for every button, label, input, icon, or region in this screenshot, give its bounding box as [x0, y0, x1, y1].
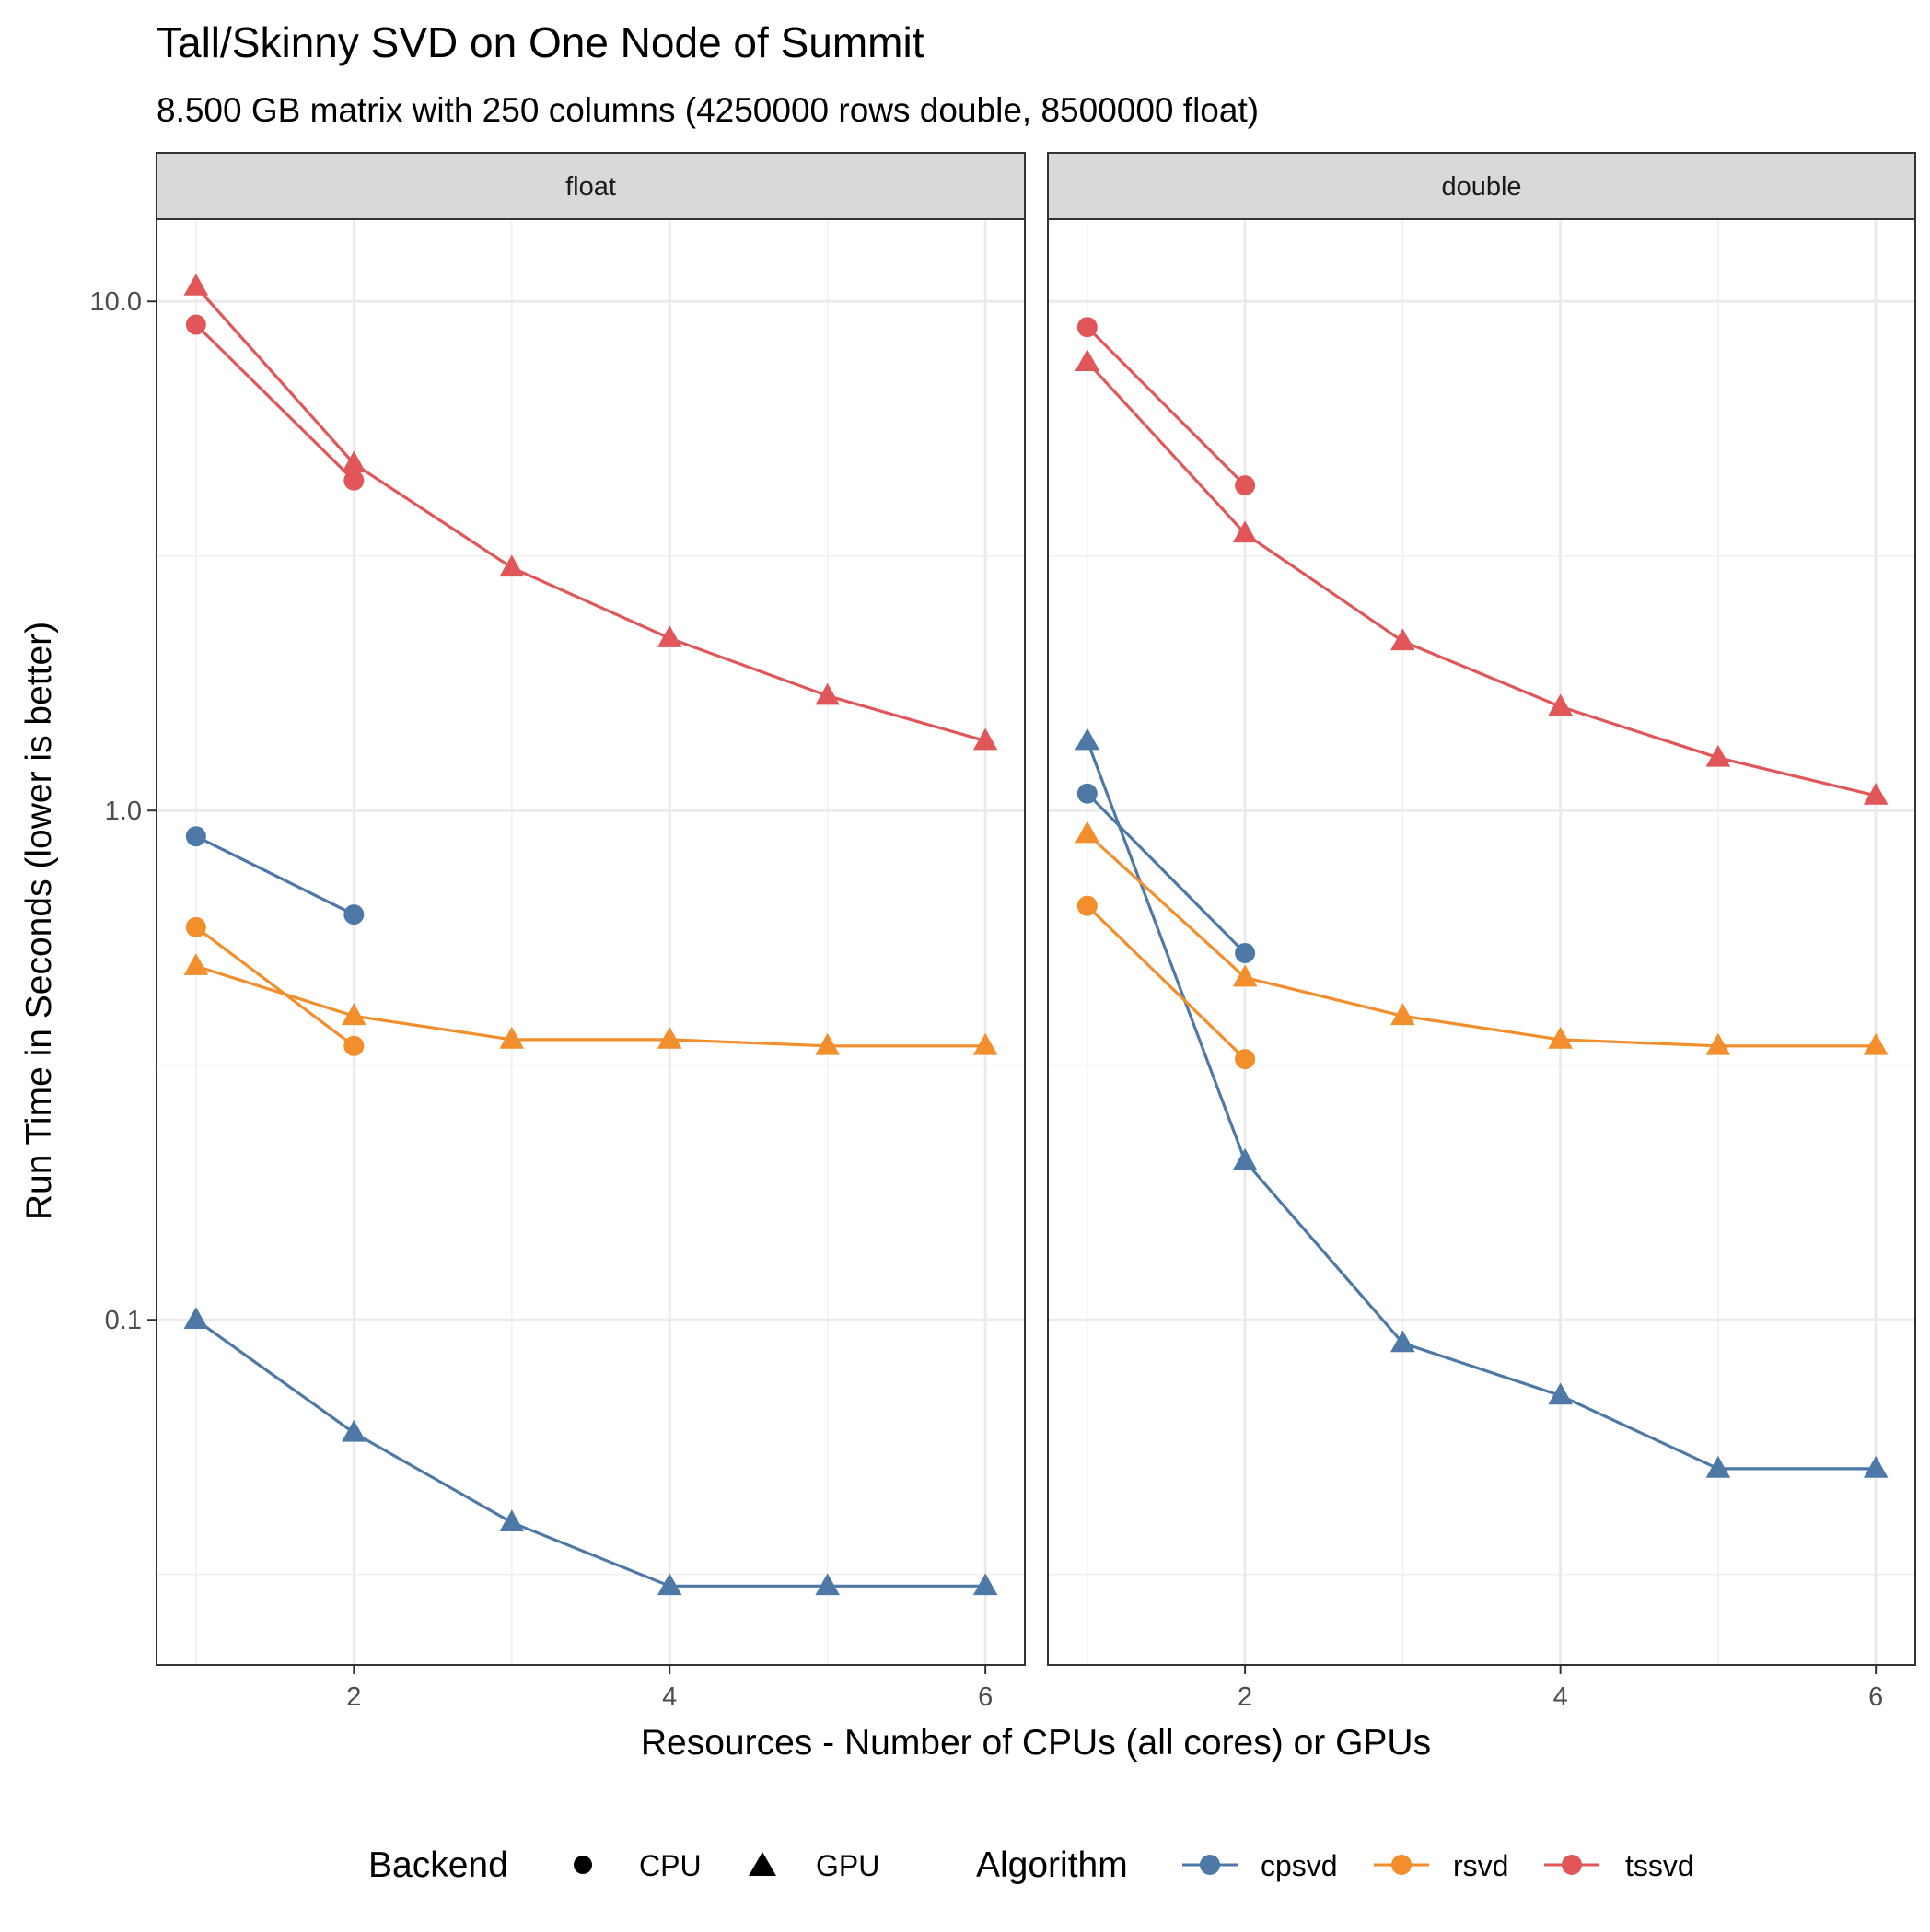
- panel-background: [157, 219, 1025, 1665]
- data-point-cpsvd-cpu: [343, 904, 365, 925]
- series-line-tssvd-cpu: [194, 323, 355, 482]
- data-point-cpsvd-gpu: [1390, 1330, 1415, 1353]
- series-line-tssvd-gpu: [1086, 361, 1877, 797]
- legend-tssvd-label: tssvd: [1625, 1849, 1694, 1882]
- data-point-cpsvd-gpu: [1075, 727, 1100, 751]
- data-point-tssvd-gpu: [342, 450, 366, 473]
- x-tick-label: 2: [346, 1682, 361, 1712]
- data-point-cpsvd-gpu: [815, 1573, 840, 1596]
- data-point-cpsvd-gpu: [1705, 1455, 1731, 1478]
- data-point-cpsvd-cpu: [185, 826, 206, 847]
- x-tick-label: 4: [662, 1682, 677, 1712]
- series-line-cpsvd-cpu: [195, 834, 355, 916]
- data-point-tssvd-cpu: [343, 470, 365, 491]
- data-point-cpsvd-gpu: [1232, 1147, 1258, 1170]
- series-line-rsvd-gpu: [195, 964, 986, 1048]
- data-point-tssvd-gpu: [1232, 520, 1258, 543]
- data-point-cpsvd-gpu: [972, 1573, 998, 1596]
- y-tick-label: 1.0: [105, 797, 142, 826]
- y-axis-title: Run Time in Seconds (lower is better): [19, 622, 59, 1220]
- y-axis: 0.1 1.0 10.0: [90, 287, 157, 1335]
- data-point-rsvd-gpu: [657, 1026, 682, 1049]
- data-point-rsvd-gpu: [499, 1026, 525, 1049]
- data-point-rsvd-gpu: [1232, 964, 1258, 987]
- x-tick-label: 6: [1868, 1682, 1883, 1712]
- data-point-rsvd-cpu: [1235, 1049, 1256, 1070]
- data-point-tssvd-gpu: [499, 554, 525, 577]
- legend-backend-title: Backend: [368, 1845, 508, 1885]
- x-tick-label: 6: [978, 1682, 993, 1712]
- data-point-cpsvd-cpu: [1076, 783, 1098, 804]
- series-line-cpsvd-gpu: [1086, 740, 1877, 1471]
- data-point-rsvd-gpu: [1863, 1032, 1889, 1055]
- data-point-tssvd-gpu: [815, 682, 840, 705]
- legend-cpsvd-dot-icon: [1200, 1855, 1220, 1875]
- data-point-tssvd-cpu: [1076, 317, 1098, 338]
- facet-strip-label: double: [1441, 172, 1521, 202]
- legend-algorithm-title: Algorithm: [976, 1845, 1128, 1885]
- data-point-tssvd-gpu: [972, 727, 998, 751]
- data-point-rsvd-gpu: [1390, 1003, 1415, 1026]
- data-point-tssvd-gpu: [1705, 744, 1731, 767]
- data-point-rsvd-gpu: [342, 1003, 366, 1026]
- data-point-rsvd-cpu: [343, 1035, 365, 1056]
- chart-subtitle: 8.500 GB matrix with 250 columns (425000…: [157, 91, 1259, 129]
- facet-strip: [1047, 152, 1916, 220]
- data-point-cpsvd-cpu: [1235, 942, 1256, 963]
- data-point-rsvd-gpu: [1075, 821, 1100, 844]
- series-line-cpsvd-cpu: [1086, 792, 1247, 955]
- facet-strip-label: float: [565, 172, 616, 202]
- data-point-tssvd-cpu: [185, 314, 206, 335]
- series-line-tssvd-gpu: [194, 285, 986, 743]
- data-point-cpsvd-gpu: [657, 1573, 682, 1596]
- legend-cpu-circle-icon: [574, 1856, 592, 1874]
- x-tick-label: 2: [1238, 1682, 1252, 1712]
- data-point-cpsvd-gpu: [183, 1307, 209, 1329]
- legend: Backend CPU GPU Algorithm cpsvd rsvd tss…: [368, 1845, 1694, 1885]
- series-line-tssvd-cpu: [1086, 326, 1247, 487]
- data-point-cpsvd-gpu: [1863, 1455, 1889, 1478]
- data-point-rsvd-cpu: [185, 916, 206, 937]
- data-point-tssvd-cpu: [1235, 475, 1256, 496]
- data-point-rsvd-gpu: [1705, 1032, 1731, 1055]
- data-point-tssvd-gpu: [1390, 628, 1415, 651]
- legend-gpu-label: GPU: [816, 1849, 879, 1882]
- data-point-rsvd-cpu: [1076, 895, 1098, 916]
- data-point-tssvd-gpu: [657, 625, 682, 647]
- series-line-rsvd-cpu: [1086, 904, 1247, 1061]
- facet-strip: [156, 152, 1026, 220]
- series-line-cpsvd-gpu: [194, 1318, 986, 1588]
- legend-cpsvd-label: cpsvd: [1261, 1849, 1338, 1882]
- facet-panels: float 2 4 6 double 2 4 6 0.1 1.0 10.0: [90, 152, 1916, 1712]
- series-line-rsvd-cpu: [194, 925, 355, 1048]
- legend-tssvd-dot-icon: [1562, 1855, 1582, 1875]
- series-line-rsvd-gpu: [1086, 832, 1877, 1048]
- data-point-cpsvd-gpu: [499, 1509, 525, 1532]
- legend-rsvd-label: rsvd: [1453, 1849, 1508, 1882]
- legend-gpu-triangle-icon: [749, 1852, 776, 1876]
- x-tick-label: 4: [1553, 1682, 1568, 1712]
- panel-float: float 2 4 6: [156, 152, 1026, 1712]
- data-point-tssvd-gpu: [183, 273, 209, 296]
- panel-background: [1048, 219, 1915, 1665]
- chart-title: Tall/Skinny SVD on One Node of Summit: [157, 18, 924, 66]
- legend-cpu-label: CPU: [639, 1849, 702, 1882]
- y-tick-label: 0.1: [105, 1306, 142, 1335]
- data-point-rsvd-gpu: [972, 1032, 998, 1055]
- data-point-rsvd-gpu: [1548, 1026, 1573, 1049]
- panel-double: double 2 4 6: [1047, 152, 1916, 1712]
- legend-rsvd-dot-icon: [1391, 1855, 1412, 1875]
- data-point-cpsvd-gpu: [342, 1419, 366, 1442]
- data-point-tssvd-gpu: [1075, 349, 1100, 371]
- data-point-rsvd-gpu: [183, 953, 209, 975]
- data-point-tssvd-gpu: [1548, 693, 1573, 716]
- data-point-rsvd-gpu: [815, 1032, 840, 1055]
- data-point-tssvd-gpu: [1863, 782, 1889, 805]
- data-point-cpsvd-gpu: [1548, 1382, 1573, 1405]
- y-tick-label: 10.0: [90, 287, 142, 317]
- x-axis-title: Resources - Number of CPUs (all cores) o…: [641, 1723, 1431, 1763]
